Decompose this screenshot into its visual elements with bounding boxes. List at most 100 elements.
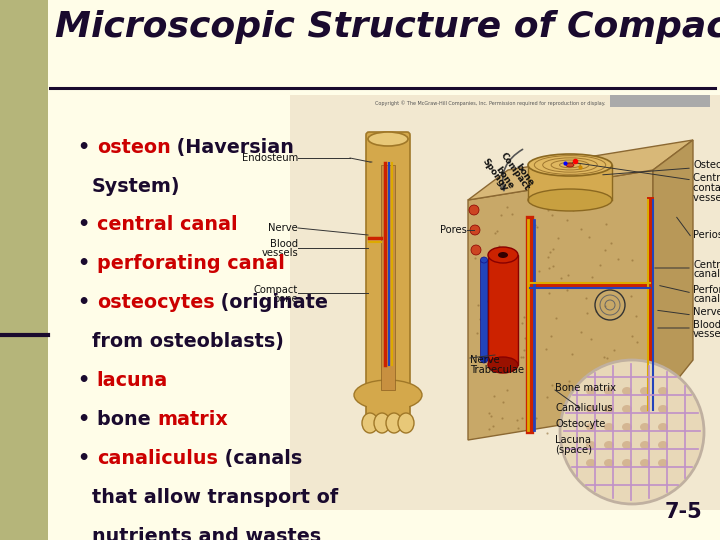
Text: vessels: vessels (261, 248, 298, 258)
Text: •: • (78, 371, 96, 390)
Text: canal: canal (693, 269, 720, 279)
Bar (488, 255, 518, 365)
Text: that allow transport of: that allow transport of (91, 488, 338, 507)
Ellipse shape (354, 380, 422, 410)
Ellipse shape (368, 132, 408, 146)
Polygon shape (468, 170, 653, 440)
Ellipse shape (374, 413, 390, 433)
Text: nutrients and wastes: nutrients and wastes (91, 526, 321, 540)
Text: (space): (space) (555, 445, 592, 455)
Ellipse shape (622, 423, 632, 431)
Text: Copyright © The McGraw-Hill Companies, Inc. Permission required for reproduction: Copyright © The McGraw-Hill Companies, I… (375, 100, 606, 106)
Bar (381, 165, 395, 390)
Ellipse shape (586, 441, 596, 449)
Ellipse shape (566, 163, 574, 167)
Text: Perforating: Perforating (693, 285, 720, 295)
Ellipse shape (640, 459, 650, 467)
Text: (Haversian: (Haversian (171, 138, 294, 157)
Text: Endosteum: Endosteum (242, 153, 298, 163)
Bar (480, 260, 487, 360)
Ellipse shape (658, 441, 668, 449)
Text: canal: canal (693, 294, 720, 304)
Text: vessels and nerves: vessels and nerves (693, 193, 720, 203)
Text: Osteon: Osteon (693, 160, 720, 170)
Text: •: • (78, 293, 96, 312)
Text: from osteoblasts): from osteoblasts) (91, 332, 284, 351)
Circle shape (470, 225, 480, 235)
Bar (290, 95, 720, 510)
Ellipse shape (640, 387, 650, 395)
Ellipse shape (586, 423, 596, 431)
Bar (0, 0, 48, 540)
Text: Nerve: Nerve (470, 355, 500, 365)
Text: containing blood: containing blood (693, 183, 720, 193)
Text: central canal: central canal (96, 215, 238, 234)
Text: lacuna: lacuna (96, 371, 168, 390)
Circle shape (469, 205, 479, 215)
Text: Pores: Pores (440, 225, 467, 235)
Polygon shape (468, 140, 693, 200)
Ellipse shape (586, 459, 596, 467)
Ellipse shape (398, 413, 414, 433)
Ellipse shape (604, 387, 614, 395)
Text: 7-5: 7-5 (665, 502, 702, 522)
Ellipse shape (586, 405, 596, 413)
Ellipse shape (640, 423, 650, 431)
Text: Canaliculus: Canaliculus (555, 403, 613, 413)
Text: •: • (78, 449, 96, 468)
Ellipse shape (622, 387, 632, 395)
Ellipse shape (498, 252, 508, 258)
Text: bone: bone (494, 165, 516, 191)
Text: •: • (78, 215, 96, 234)
Ellipse shape (604, 441, 614, 449)
Text: matrix: matrix (157, 410, 228, 429)
Ellipse shape (362, 413, 378, 433)
Ellipse shape (658, 405, 668, 413)
Text: Nerve: Nerve (269, 223, 298, 233)
Ellipse shape (604, 405, 614, 413)
Ellipse shape (604, 423, 614, 431)
Text: Blood: Blood (270, 239, 298, 249)
Text: perforating canal: perforating canal (96, 254, 284, 273)
Text: System): System) (91, 177, 180, 195)
Ellipse shape (480, 257, 487, 263)
Ellipse shape (488, 247, 518, 263)
Ellipse shape (658, 423, 668, 431)
Bar (528, 165, 612, 200)
Text: Trabeculae: Trabeculae (470, 365, 524, 375)
Ellipse shape (528, 154, 612, 176)
Text: Lacuna: Lacuna (555, 435, 591, 445)
Text: Nerve: Nerve (693, 307, 720, 317)
Bar (369, 135, 407, 139)
Bar (610, 95, 710, 107)
Circle shape (560, 360, 704, 504)
Text: Central: Central (693, 260, 720, 270)
Text: bone: bone (274, 294, 298, 304)
Text: Periosteum: Periosteum (693, 230, 720, 240)
Text: Compact: Compact (253, 285, 298, 295)
Ellipse shape (622, 405, 632, 413)
Text: bone: bone (514, 162, 536, 188)
Circle shape (471, 245, 481, 255)
FancyBboxPatch shape (366, 132, 410, 418)
Polygon shape (653, 140, 693, 410)
Text: Microscopic Structure of Compact Bone: Microscopic Structure of Compact Bone (55, 10, 720, 44)
Ellipse shape (622, 441, 632, 449)
Ellipse shape (480, 357, 487, 363)
Text: (originate: (originate (215, 293, 328, 312)
Ellipse shape (488, 357, 518, 373)
Ellipse shape (622, 459, 632, 467)
Text: Blood: Blood (693, 320, 720, 330)
Text: Bone matrix: Bone matrix (555, 383, 616, 393)
Text: Spongy: Spongy (480, 157, 510, 193)
Text: canaliculus: canaliculus (96, 449, 217, 468)
Ellipse shape (658, 459, 668, 467)
Text: •: • (78, 138, 96, 157)
Ellipse shape (658, 387, 668, 395)
Text: bone: bone (96, 410, 157, 429)
Text: •: • (78, 410, 96, 429)
Text: •: • (78, 254, 96, 273)
Text: Compact: Compact (498, 151, 531, 193)
Text: (canals: (canals (217, 449, 302, 468)
Bar (367, 405, 409, 425)
